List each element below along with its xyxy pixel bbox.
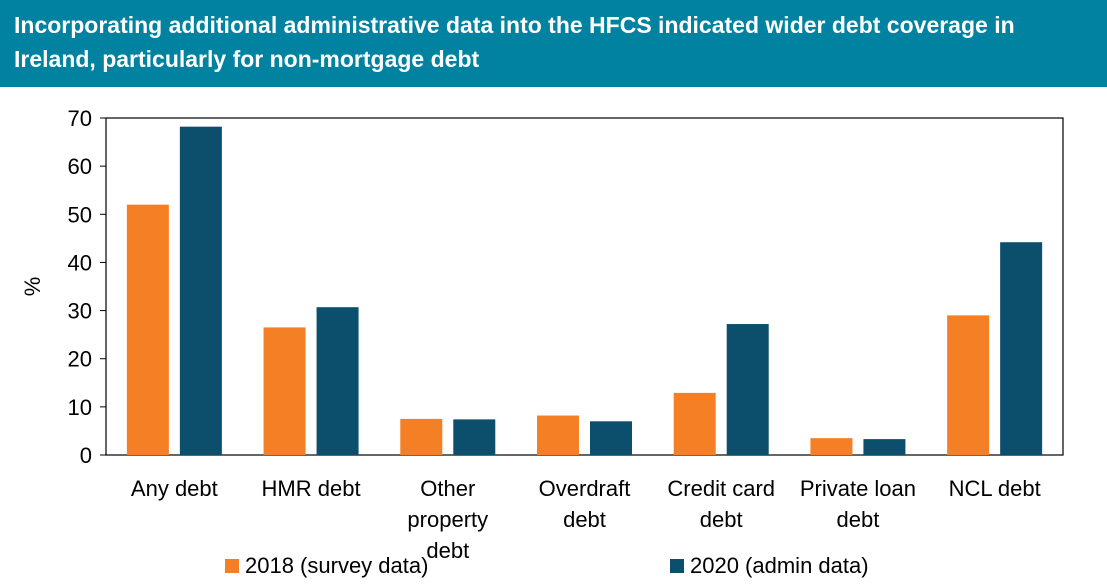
x-tick-label: NCL debt [949, 476, 1041, 501]
bar [537, 415, 579, 455]
bar [810, 438, 853, 455]
bar [863, 439, 906, 455]
legend-swatch [670, 559, 684, 573]
plot-area-frame [105, 117, 1064, 456]
bar [590, 421, 632, 455]
x-tick-label: HMR debt [262, 476, 361, 501]
title-bar: Incorporating additional administrative … [0, 0, 1107, 87]
x-tick-label: Credit card debt [667, 476, 775, 532]
legend-label: 2018 (survey data) [245, 553, 428, 578]
legend-label: 2020 (admin data) [690, 553, 869, 578]
x-tick-label: Other property debt [407, 476, 488, 563]
bar [453, 419, 496, 455]
y-tick-label: 60 [68, 154, 92, 179]
bar [1000, 242, 1043, 455]
chart: 0 10 20 30 40 50 60 70 % Any debt HMR debt Other p… [20, 106, 1064, 578]
chart-title: Incorporating additional administrative … [14, 12, 1015, 72]
y-tick-label: 70 [68, 106, 92, 131]
bar [947, 315, 990, 455]
y-axis-label: % [20, 277, 45, 297]
legend-swatch [225, 559, 239, 573]
bar [673, 392, 716, 455]
x-tick-label: Overdraft debt [539, 476, 631, 532]
x-tick-label: Private loan debt [800, 476, 916, 532]
bar [316, 307, 359, 455]
x-axis-labels: Any debt HMR debt Other property debt Overdra… [131, 476, 1041, 563]
bar [263, 327, 306, 455]
y-axis-ticks: 0 10 20 30 40 50 60 70 [68, 106, 106, 468]
y-tick-label: 40 [68, 250, 92, 275]
y-tick-label: 10 [68, 395, 92, 420]
bar [179, 126, 222, 455]
legend: 2018 (survey data) 2020 (admin data) [225, 553, 869, 578]
x-tick-label: Any debt [131, 476, 218, 501]
y-tick-label: 0 [80, 443, 92, 468]
y-tick-label: 30 [68, 299, 92, 324]
y-tick-label: 20 [68, 347, 92, 372]
bar [126, 204, 169, 455]
y-tick-label: 50 [68, 202, 92, 227]
bar [726, 324, 769, 455]
bars [126, 126, 1043, 455]
bar [400, 418, 443, 455]
